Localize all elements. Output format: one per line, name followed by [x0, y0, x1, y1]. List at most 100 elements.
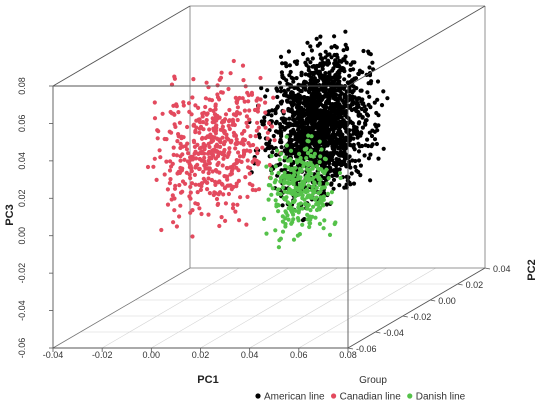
data-point — [212, 112, 217, 117]
data-point — [185, 124, 190, 130]
data-point — [360, 115, 365, 120]
y-tick-mark — [430, 299, 436, 302]
data-point — [321, 197, 326, 202]
z-tick-label: 0.08 — [17, 77, 27, 95]
data-point — [330, 68, 335, 73]
data-point — [291, 182, 296, 187]
data-point — [337, 71, 342, 76]
data-point — [237, 218, 242, 223]
floor-grid-line — [298, 267, 436, 349]
data-point — [308, 148, 313, 153]
data-point — [234, 100, 239, 105]
x-axis-title: PC1 — [197, 374, 218, 386]
data-point — [236, 150, 241, 155]
data-point — [205, 111, 210, 116]
data-point — [325, 181, 330, 186]
legend: Group American line Canadian line Danish l… — [255, 375, 466, 403]
legend-swatch — [255, 393, 261, 399]
data-point — [271, 146, 276, 151]
data-point — [256, 125, 261, 130]
data-point — [193, 128, 198, 133]
data-point — [219, 120, 225, 125]
legend-label: Danish line — [416, 392, 466, 403]
data-point — [329, 45, 334, 50]
data-point — [312, 70, 317, 75]
data-point — [249, 90, 254, 95]
data-point — [206, 212, 211, 217]
data-point — [319, 94, 324, 99]
data-point — [241, 154, 246, 159]
data-point — [167, 168, 173, 173]
data-point — [309, 134, 314, 139]
data-point — [302, 95, 307, 100]
data-point — [198, 187, 203, 192]
data-point — [381, 146, 386, 151]
data-point — [245, 124, 250, 129]
data-point — [267, 162, 272, 168]
data-point — [290, 191, 295, 197]
data-point — [302, 79, 307, 84]
data-point — [254, 158, 259, 163]
x-tick-label: 0.00 — [143, 350, 161, 360]
data-point — [241, 148, 246, 153]
data-point — [348, 165, 353, 170]
data-point — [227, 126, 232, 132]
data-point — [297, 189, 303, 194]
data-point — [277, 157, 282, 162]
data-point — [291, 111, 296, 116]
data-point — [339, 105, 344, 110]
data-point — [342, 93, 347, 98]
data-point — [280, 214, 285, 219]
data-point — [210, 120, 215, 125]
data-point — [212, 190, 217, 195]
data-point — [271, 95, 276, 100]
data-point — [310, 184, 315, 189]
data-point — [322, 156, 327, 161]
box-edge — [52, 267, 191, 349]
data-point — [320, 66, 325, 72]
data-point — [172, 122, 177, 127]
data-point — [217, 223, 222, 229]
data-point — [225, 174, 230, 179]
y-tick-mark — [484, 267, 491, 270]
data-point — [334, 162, 339, 167]
data-point — [319, 147, 324, 152]
data-point — [275, 88, 280, 93]
data-point — [314, 110, 319, 115]
data-point — [288, 144, 293, 149]
data-point — [319, 86, 324, 91]
data-point — [323, 49, 328, 54]
data-point — [243, 175, 248, 180]
data-point — [200, 181, 205, 186]
data-point — [213, 168, 218, 173]
data-point — [286, 217, 291, 222]
data-point — [269, 113, 274, 118]
data-point — [358, 173, 363, 178]
data-point — [311, 64, 316, 69]
data-point — [283, 209, 288, 214]
data-point — [318, 195, 323, 200]
data-point — [287, 137, 292, 142]
data-point — [291, 199, 297, 204]
data-point — [334, 45, 339, 50]
data-point — [329, 125, 334, 130]
data-point — [178, 158, 183, 163]
data-point — [189, 181, 195, 186]
data-point — [217, 138, 222, 143]
data-point — [359, 130, 364, 135]
data-point — [337, 170, 343, 176]
data-point — [257, 132, 262, 137]
data-point — [190, 234, 195, 239]
data-point — [199, 211, 204, 217]
data-point — [196, 182, 202, 187]
data-point — [316, 190, 321, 196]
data-point — [353, 158, 358, 164]
data-point — [281, 116, 286, 121]
data-point — [322, 185, 327, 190]
data-point — [179, 134, 184, 139]
data-point — [328, 138, 333, 143]
data-point — [317, 41, 322, 46]
data-point — [291, 79, 296, 84]
z-tick-label: 0.06 — [17, 115, 27, 133]
data-point — [176, 110, 181, 115]
